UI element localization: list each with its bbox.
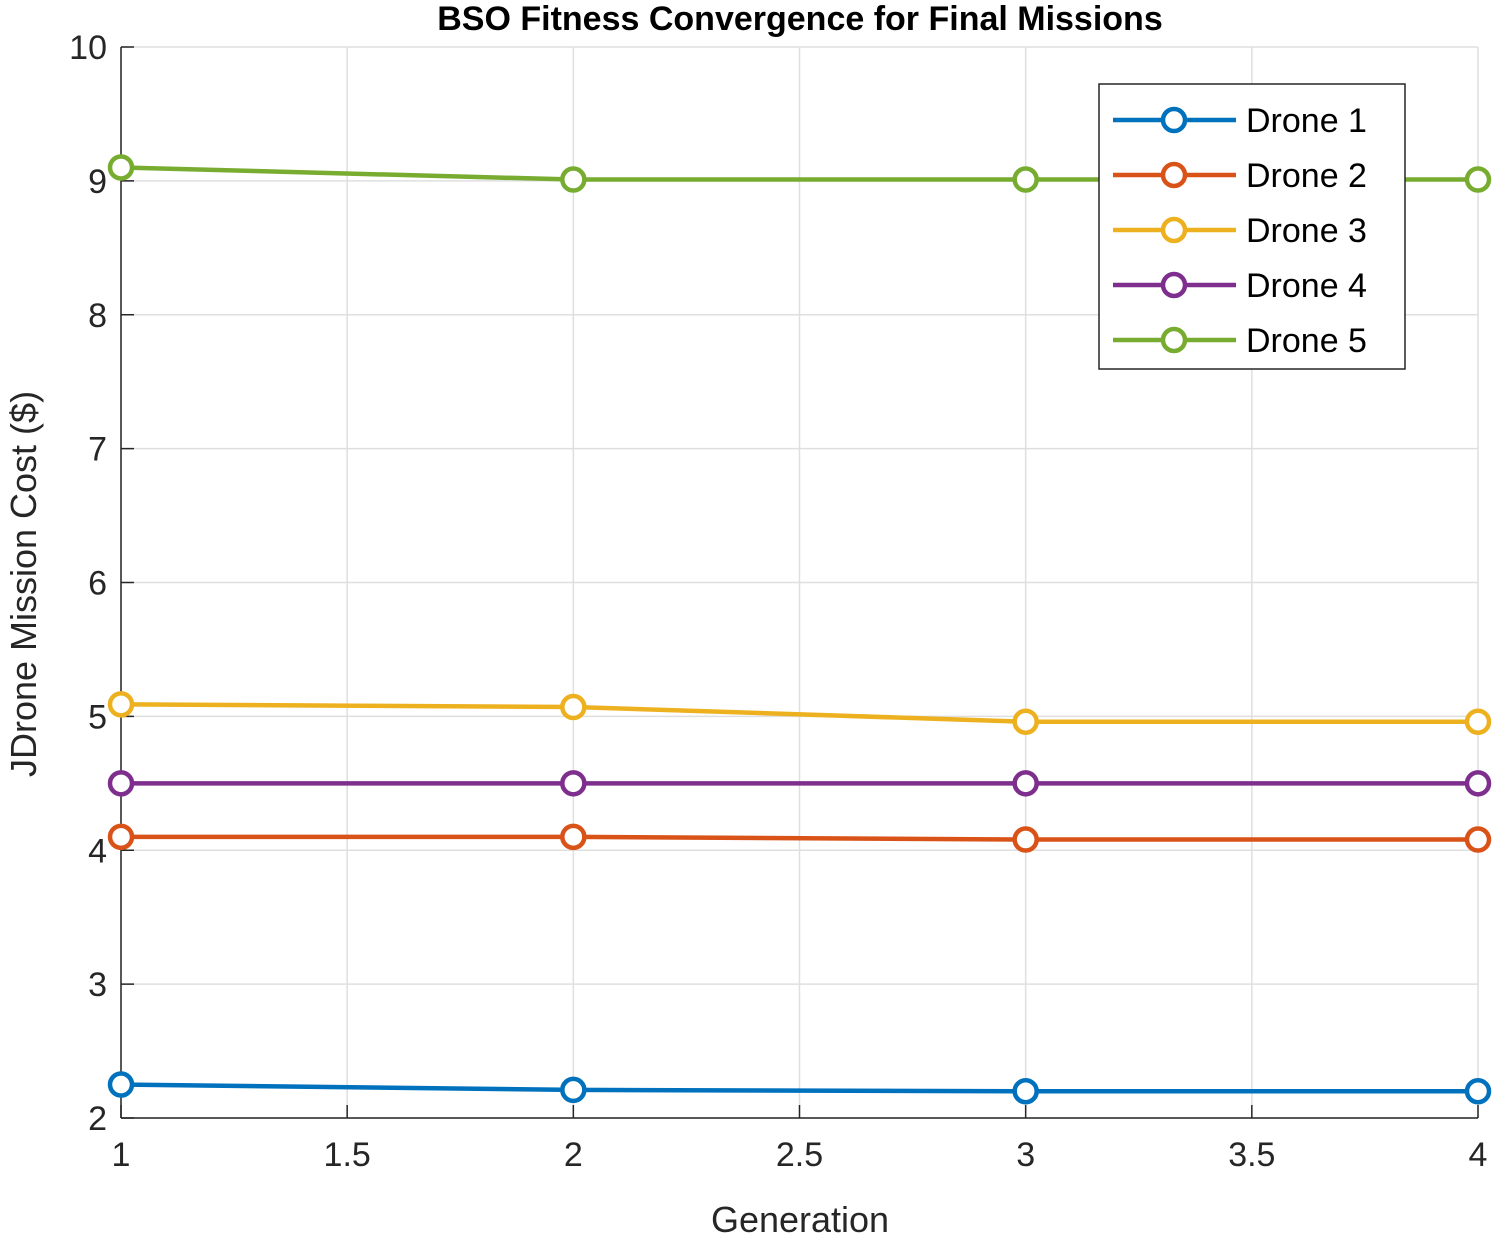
y-tick-label: 9 [88, 163, 107, 201]
data-point-drone-1 [107, 1071, 135, 1098]
y-tick-label: 8 [88, 297, 107, 335]
chart-title: BSO Fitness Convergence for Final Missio… [437, 0, 1163, 38]
legend-swatch-marker [1160, 326, 1188, 354]
legend-label: Drone 1 [1246, 102, 1367, 140]
labels: BSO Fitness Convergence for Final Missio… [3, 0, 1163, 1239]
data-point-drone-2 [560, 823, 587, 851]
data-point-drone-1 [1464, 1077, 1492, 1105]
y-tick-label: 3 [88, 966, 107, 1004]
y-tick-label: 5 [88, 698, 107, 736]
y-tick-label: 6 [88, 565, 107, 603]
legend-label: Drone 5 [1246, 322, 1367, 360]
legend-label: Drone 2 [1246, 157, 1367, 195]
x-axis-label: Generation [711, 1199, 889, 1239]
plot-area [107, 154, 1492, 1105]
legend-swatch-marker [1160, 106, 1188, 134]
y-tick-label: 10 [69, 29, 107, 67]
data-point-drone-3 [1464, 708, 1492, 735]
x-tick-label: 3.5 [1228, 1136, 1275, 1174]
x-tick-label: 4 [1469, 1136, 1488, 1174]
y-tick-label: 7 [88, 431, 107, 469]
legend-box [1098, 83, 1406, 370]
data-point-drone-3 [107, 691, 135, 718]
data-point-drone-5 [107, 154, 135, 181]
series-line-drone-2 [121, 834, 1478, 842]
y-axis-label: JDrone Mission Cost ($) [3, 391, 44, 777]
data-point-drone-3 [1012, 708, 1039, 735]
data-point-drone-2 [1464, 826, 1492, 853]
data-point-drone-5 [1012, 166, 1039, 193]
data-point-drone-4 [1012, 770, 1039, 797]
legend-swatch-marker [1160, 216, 1188, 244]
x-tick-label: 1 [112, 1136, 131, 1174]
data-point-drone-5 [1464, 166, 1492, 193]
data-point-drone-2 [107, 823, 135, 851]
data-point-drone-4 [1464, 770, 1492, 797]
legend-label: Drone 4 [1246, 267, 1367, 305]
x-tick-label: 2 [564, 1136, 583, 1174]
legend-label: Drone 3 [1246, 212, 1367, 250]
x-tick-label: 1.5 [324, 1136, 371, 1174]
legend-swatch-marker [1160, 161, 1188, 189]
axes: 1 1.5 2 2.5 3 3.5 4 2 3 4 5 6 7 8 9 10 [69, 29, 1487, 1174]
data-point-drone-2 [1012, 826, 1039, 853]
data-point-drone-1 [560, 1076, 587, 1104]
data-point-drone-3 [560, 693, 587, 721]
x-tick-label: 2.5 [776, 1136, 823, 1174]
data-point-drone-4 [107, 770, 135, 797]
y-tick-label: 2 [88, 1100, 107, 1138]
series-line-drone-3 [120, 702, 1478, 724]
series-line-drone-1 [120, 1082, 1478, 1094]
data-point-drone-5 [560, 166, 587, 193]
x-tick-label: 3 [1016, 1136, 1035, 1174]
data-point-drone-4 [560, 770, 587, 797]
legend-swatch-marker [1160, 271, 1188, 299]
data-point-drone-1 [1012, 1077, 1039, 1105]
legend: Drone 1 Drone 2 Drone 3 Drone 4 Drone 5 [1098, 83, 1406, 370]
y-tick-label: 4 [88, 832, 107, 870]
